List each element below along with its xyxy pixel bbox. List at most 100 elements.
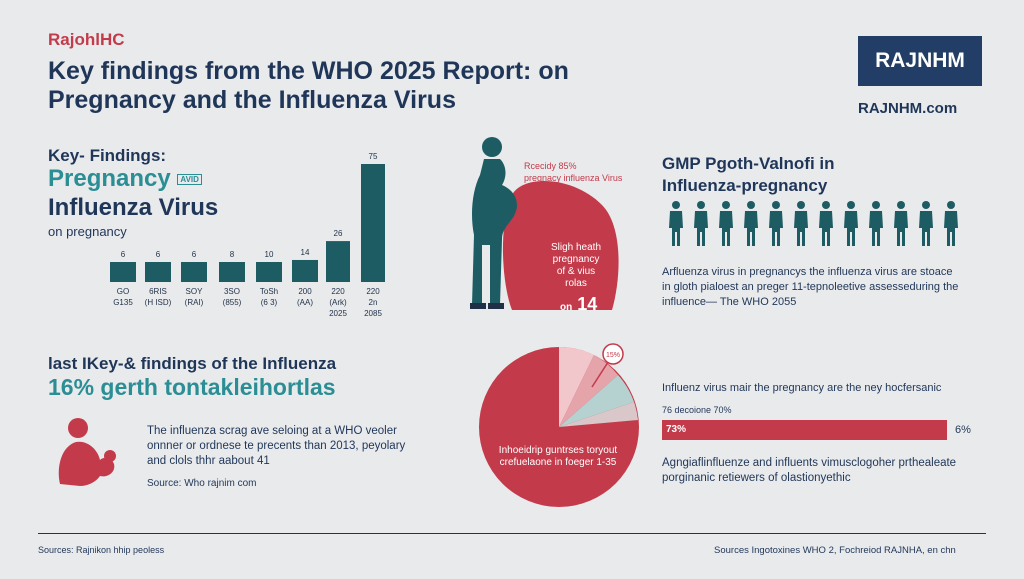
bar-value-label-6: 26 [334, 229, 343, 238]
person-icon [894, 201, 908, 246]
logo: RAJNHM [858, 36, 982, 86]
bar-panel-title: Influenz virus mair the pregnancy are th… [662, 382, 942, 394]
lower-title: last IKey-& findings of the Influenza [48, 354, 337, 373]
title-line-2: Pregnancy and the Influenza Virus [48, 86, 456, 114]
bar-4 [256, 262, 282, 282]
bar-6 [326, 241, 350, 282]
person-icon [794, 201, 808, 246]
bar-2 [181, 262, 207, 282]
right-panel-body: Arfluenza virus in pregnancys the influe… [662, 266, 959, 308]
pie-slice-2 [559, 355, 618, 427]
pie-text: Inhoeidrip guntrses toryout crefuelaone … [498, 445, 618, 468]
bar-category-label-2-0: SOY [186, 287, 204, 296]
bar-category-label-1-0: 6RIS [149, 287, 167, 296]
bar-7 [361, 164, 385, 282]
bar-category-label-7-2: 2085 [364, 309, 382, 318]
bar-value-label-0: 6 [121, 250, 126, 259]
blob-line1: Sligh heath [550, 242, 602, 253]
person-icon [769, 201, 783, 246]
right-title-line2: Influenza-pregnancy [662, 176, 828, 195]
lower-subtitle: 16% gerth tontakleihortlas [48, 374, 336, 400]
bar-3 [219, 262, 245, 282]
blob-line3: of & vius [556, 266, 596, 277]
bar-category-label-4-1: (6 3) [261, 298, 278, 307]
pregnancy-caption-line1: Rcecidy 85% [524, 161, 577, 171]
bar-panel-label: 76 decoione 70% [662, 405, 732, 415]
bar-0 [110, 262, 136, 282]
person-icon [744, 201, 758, 246]
person-icon [694, 201, 708, 246]
title-line-1: Key findings from the WHO 2025 Report: o… [48, 57, 569, 85]
page-title: Key findings from the WHO 2025 Report: o… [48, 57, 668, 115]
bar-category-label-3-1: (855) [223, 298, 242, 307]
bar-category-label-1-1: (H ISD) [145, 298, 172, 307]
person-icon [719, 201, 733, 246]
bar-value-label-5: 14 [301, 248, 310, 257]
footer-divider [38, 533, 986, 534]
bar-category-label-0-0: GO [117, 287, 129, 296]
progress-bar-right-label: 6% [955, 424, 971, 436]
brand-label: RajohlHC [48, 30, 125, 49]
progress-bar-left-label: 73% [666, 424, 687, 435]
right-title-line1: GMP Pgoth-Valnofi in [662, 154, 835, 173]
person-icon [819, 201, 833, 246]
bar-category-label-0-1: G135 [113, 298, 133, 307]
pie-slice-4 [559, 402, 638, 427]
people-icon-row [669, 201, 958, 246]
bar-value-label-2: 6 [192, 250, 197, 259]
lower-body: The influenza scrag ave seloing at a WHO… [147, 425, 406, 467]
pie-slice-3 [559, 375, 634, 427]
bar-category-label-5-1: (AA) [297, 298, 313, 307]
bar-category-label-7-1: 2n [369, 298, 378, 307]
bar-value-label-7: 75 [369, 152, 378, 161]
key-findings-connector: AVID [177, 174, 202, 186]
bar-5 [292, 259, 318, 282]
pregnancy-illustration [470, 137, 619, 310]
bar-value-label-3: 8 [230, 250, 235, 259]
pie-callout-label: 15% [606, 352, 620, 359]
blob-text: Sligh heath pregnancy of & vius rolas [536, 242, 616, 290]
bar-category-label-6-0: 220 [331, 287, 345, 296]
blob-line2: pregnancy [552, 254, 600, 265]
bar-category-label-3-0: 3SO [224, 287, 240, 296]
pie-callout-dot [602, 343, 624, 365]
pie-chart: 15% [479, 343, 639, 507]
footer-source-right: Sources Ingotoxines WHO 2, Fochreiod RAJ… [714, 545, 956, 556]
mother-baby-icon [58, 418, 116, 486]
person-icon [919, 201, 933, 246]
bar-category-label-6-1: (Ark) [329, 298, 347, 307]
pie-slice-1 [559, 346, 594, 427]
bar-category-label-2-1: (RAI) [185, 298, 204, 307]
key-findings-heading: Key- Findings: [48, 146, 167, 165]
person-icon [944, 201, 958, 246]
key-findings-influenza: Influenza Virus [48, 194, 219, 221]
lower-source: Source: Who rajnim com [147, 478, 257, 489]
person-icon [669, 201, 683, 246]
key-findings-pregnancy: Pregnancy AVID [48, 165, 202, 193]
key-findings-subtitle: on pregnancy [48, 224, 127, 239]
bar-category-label-4-0: ToSh [260, 287, 278, 296]
right-panel-title: GMP Pgoth-Valnofi in Influenza-pregnancy [662, 153, 962, 197]
pregnancy-caption-line2: pregnacy influenza Virus [524, 173, 623, 183]
person-icon [869, 201, 883, 246]
logo-url: RAJNHM.com [858, 100, 958, 117]
blob-number-value: 14 [577, 294, 598, 314]
bar-category-label-7-0: 220 [366, 287, 380, 296]
bar-value-label-4: 10 [265, 250, 274, 259]
red-blob [502, 181, 619, 310]
footer-source-left: Sources: Rajnikon hhip peoless [38, 545, 165, 555]
pregnancy-caption: Rcecidy 85% pregnacy influenza Virus [524, 160, 644, 184]
bar-category-label-6-2: 2025 [329, 309, 347, 318]
blob-number: on 14 [560, 294, 597, 315]
person-icon [844, 201, 858, 246]
progress-bar [662, 420, 947, 440]
bar-1 [145, 262, 171, 282]
key-findings-pregnancy-text: Pregnancy [48, 165, 171, 192]
bar-value-label-1: 6 [156, 250, 161, 259]
blob-line4: rolas [565, 278, 587, 289]
bar-panel-body: Agngiaflinfluenze and influents vimusclo… [662, 457, 957, 484]
bar-category-label-5-0: 200 [298, 287, 312, 296]
findings-bar-chart: 6 GO G135 6 6RIS (H ISD) 6 SOY (RAI) 8 3SO (855) 10 T… [110, 152, 385, 318]
blob-prefix: on [560, 302, 573, 313]
pregnant-woman-icon [470, 137, 517, 309]
